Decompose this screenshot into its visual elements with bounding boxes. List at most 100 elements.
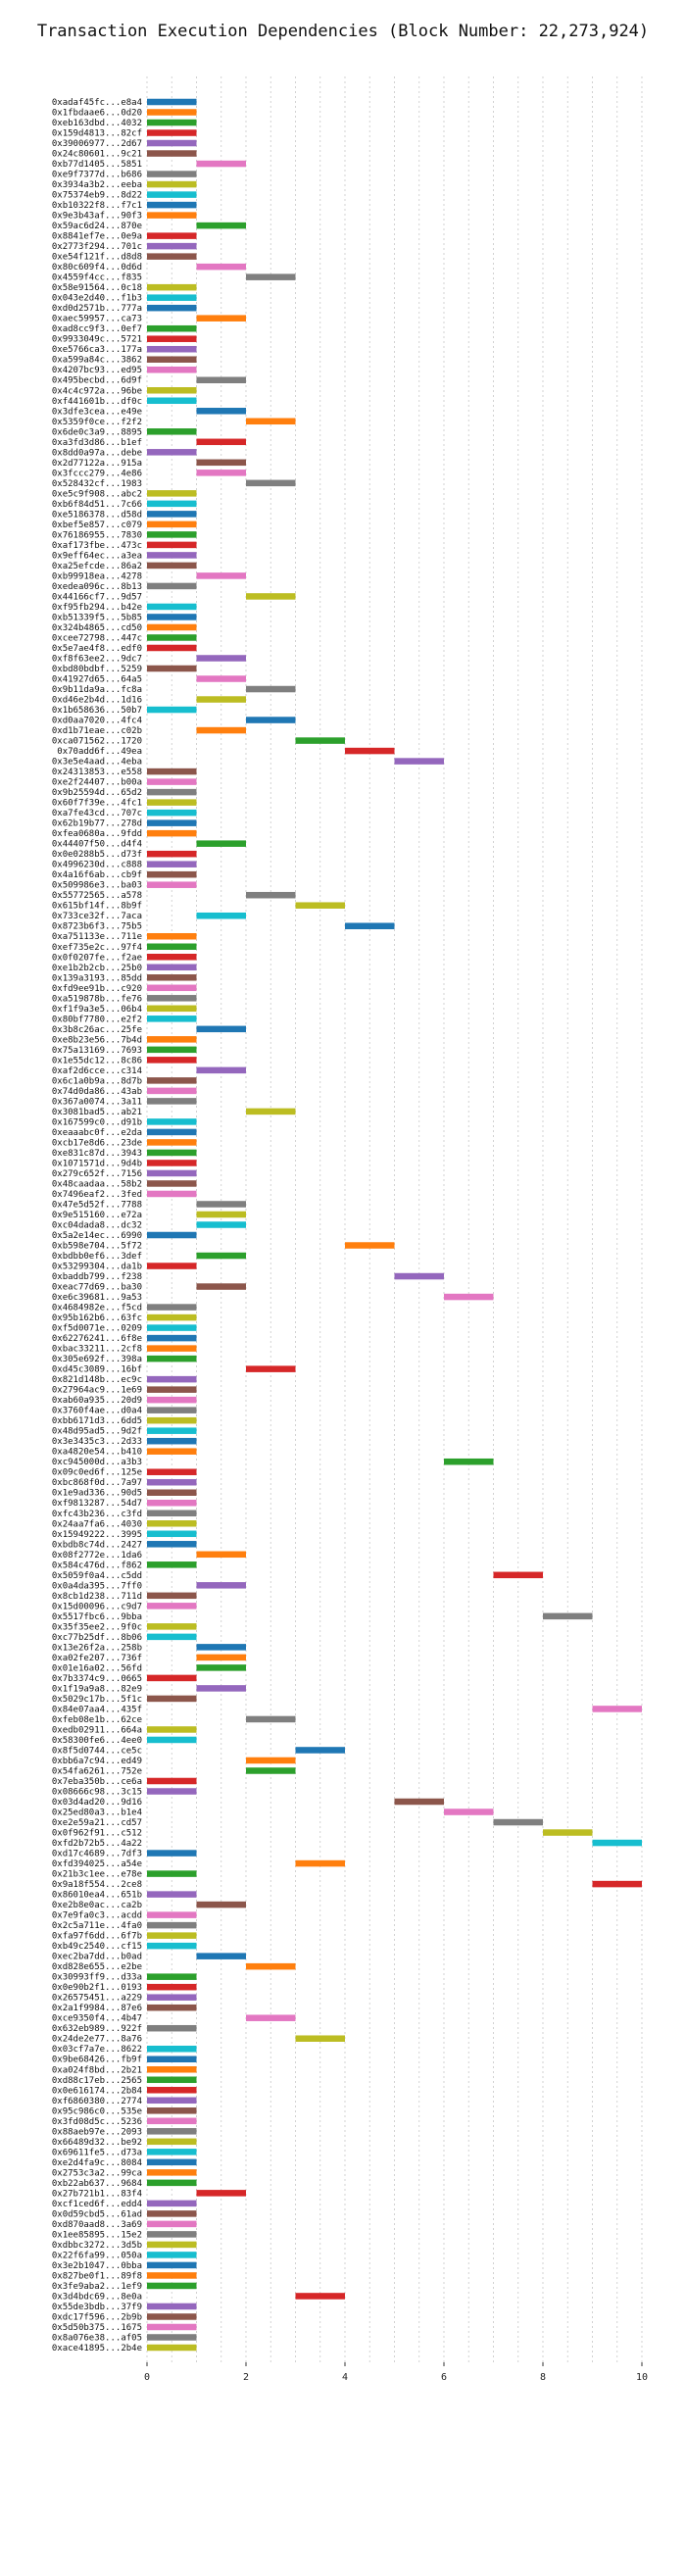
transaction-label: 0xe2b8e0ac...ca2b: [52, 1901, 142, 1910]
transaction-bar: [147, 1263, 197, 1269]
transaction-bar: [147, 1520, 197, 1527]
transaction-bar: [394, 1798, 444, 1806]
transaction-label: 0x55de3bdb...37f9: [52, 2303, 142, 2312]
transaction-label: 0xeac77d69...ba30: [52, 1283, 142, 1293]
transaction-bar: [147, 1541, 197, 1548]
transaction-label: 0x5a2e14ec...6990: [52, 1231, 142, 1241]
transaction-bar: [444, 1808, 494, 1815]
transaction-label: 0x0a4da395...7ff0: [52, 1581, 142, 1591]
transaction-bar: [394, 758, 444, 765]
grid-lines: [146, 76, 643, 2362]
transaction-bar: [147, 1448, 197, 1455]
transaction-bar: [147, 984, 197, 992]
transaction-bar: [147, 2231, 197, 2238]
transaction-label: 0x4a16f6ab...cb9f: [52, 870, 142, 880]
transaction-bar: [196, 1953, 246, 1959]
transaction-label: 0x8f5d0744...ce5c: [52, 1746, 142, 1756]
transaction-label: 0xec2ba7dd...b0ad: [52, 1953, 142, 1962]
transaction-label: 0x22f6fa99...050a: [52, 2251, 142, 2260]
transaction-bar: [394, 1272, 444, 1280]
transaction-bar: [147, 2282, 197, 2290]
transaction-label: 0x35f35ee2...9f0c: [52, 1622, 142, 1632]
transaction-label: 0x2773f294...701c: [52, 242, 142, 252]
transaction-bar: [147, 1870, 197, 1877]
transaction-label: 0x5059f0a4...c5dd: [52, 1571, 142, 1581]
transaction-bar: [147, 1427, 197, 1434]
transaction-bar: [147, 1561, 197, 1568]
transaction-label: 0xb51339f5...5b85: [52, 613, 142, 622]
transaction-label: 0x48caadaa...58b2: [52, 1179, 142, 1189]
transaction-label: 0xaec59957...ca73: [52, 315, 142, 324]
transaction-label: 0xe1b2b2cb...25b0: [52, 964, 142, 973]
transaction-label: 0xd17c4689...7df3: [52, 1850, 142, 1859]
transaction-label: 0x8dd0a97a...debe: [52, 448, 142, 458]
transaction-bar: [147, 623, 197, 631]
transaction-bar: [147, 1695, 197, 1703]
transaction-bar: [147, 1077, 197, 1084]
transaction-bar: [147, 1921, 197, 1929]
transaction-bar: [147, 1510, 197, 1517]
transaction-label: 0x1fbdaae6...0d20: [52, 109, 142, 119]
transaction-label: 0xcee72798...447c: [52, 633, 142, 643]
transaction-bar: [147, 2272, 197, 2279]
transaction-label: 0xcb17e8d6...23de: [52, 1138, 142, 1148]
transaction-label: 0xe6c39681...9a53: [52, 1293, 142, 1303]
transaction-label: 0x3b8c26ac...25fe: [52, 1025, 142, 1035]
transaction-bar: [147, 294, 197, 301]
transaction-label: 0x21b3c1ee...e78e: [52, 1870, 142, 1880]
transaction-label: 0xaf2d6cce...c314: [52, 1066, 142, 1076]
transaction-label: 0x24c80601...9c21: [52, 150, 142, 160]
transaction-bar: [147, 1046, 197, 1054]
transaction-bar: [147, 212, 197, 219]
transaction-label: 0x15949222...3995: [52, 1530, 142, 1540]
transaction-label: 0x3760f4ae...d0a4: [52, 1407, 142, 1416]
transaction-bar: [147, 500, 197, 508]
transaction-label: 0xbd80bdbf...5259: [52, 665, 142, 674]
transaction-bar: [147, 2024, 197, 2032]
transaction-label: 0x8723b6f3...75b5: [52, 922, 142, 932]
transaction-bar: [147, 1592, 197, 1600]
transaction-label: 0xd870aad8...3a69: [52, 2220, 142, 2230]
transaction-bar: [147, 809, 197, 817]
transaction-bar: [147, 706, 197, 714]
transaction-bar: [147, 974, 197, 981]
transaction-label: 0xe831c87d...3943: [52, 1149, 142, 1159]
transaction-bar: [196, 1551, 246, 1559]
transaction-bar: [147, 119, 197, 126]
transaction-label: 0xb10322f8...f7c1: [52, 201, 142, 211]
transaction-bar: [147, 1736, 197, 1744]
transaction-label: 0xc77b25df...8b06: [52, 1633, 142, 1643]
transaction-bar: [246, 2014, 296, 2021]
transaction-label: 0x9eff64ec...a3ea: [52, 551, 142, 561]
transaction-label: 0x1b658636...50b7: [52, 706, 142, 716]
transaction-label: 0x9e515160...e72a: [52, 1211, 142, 1220]
transaction-bar: [592, 1880, 642, 1888]
transaction-label: 0x27964ac9...1e69: [52, 1386, 142, 1396]
transaction-label: 0x48d95ad5...9d2f: [52, 1427, 142, 1437]
transaction-bar: [147, 1149, 197, 1157]
transaction-bar: [147, 1973, 197, 1980]
transaction-label: 0xd1b71eae...c02b: [52, 726, 142, 736]
transaction-bar: [147, 1499, 197, 1507]
transaction-bar: [147, 150, 197, 157]
transaction-bar: [493, 1571, 543, 1579]
transaction-bar: [592, 1706, 642, 1712]
transaction-bar: [147, 861, 197, 867]
transaction-label: 0x5359f0ce...f2f2: [52, 418, 142, 427]
transaction-bar: [196, 408, 246, 415]
transaction-bar: [196, 675, 246, 682]
transaction-bar: [147, 1932, 197, 1939]
x-tick-label: 8: [540, 2372, 546, 2383]
transaction-bar: [196, 376, 246, 384]
transaction-bar: [196, 470, 246, 476]
transaction-label: 0x4559f4cc...f835: [52, 273, 142, 283]
transaction-label: 0x4c4c972a...96be: [52, 386, 142, 396]
transaction-label: 0x8cb1d238...711d: [52, 1592, 142, 1602]
transaction-bar: [295, 2293, 345, 2300]
transaction-bar: [147, 191, 197, 198]
transaction-label: 0x80c609f4...0d6d: [52, 263, 142, 272]
transaction-label: 0x4684982e...f5cd: [52, 1304, 142, 1313]
transaction-label: 0x2d77122a...915a: [52, 459, 142, 469]
transaction-label: 0x70add6f...49ea: [57, 747, 142, 757]
transaction-label: 0x95b162b6...63fc: [52, 1313, 142, 1323]
